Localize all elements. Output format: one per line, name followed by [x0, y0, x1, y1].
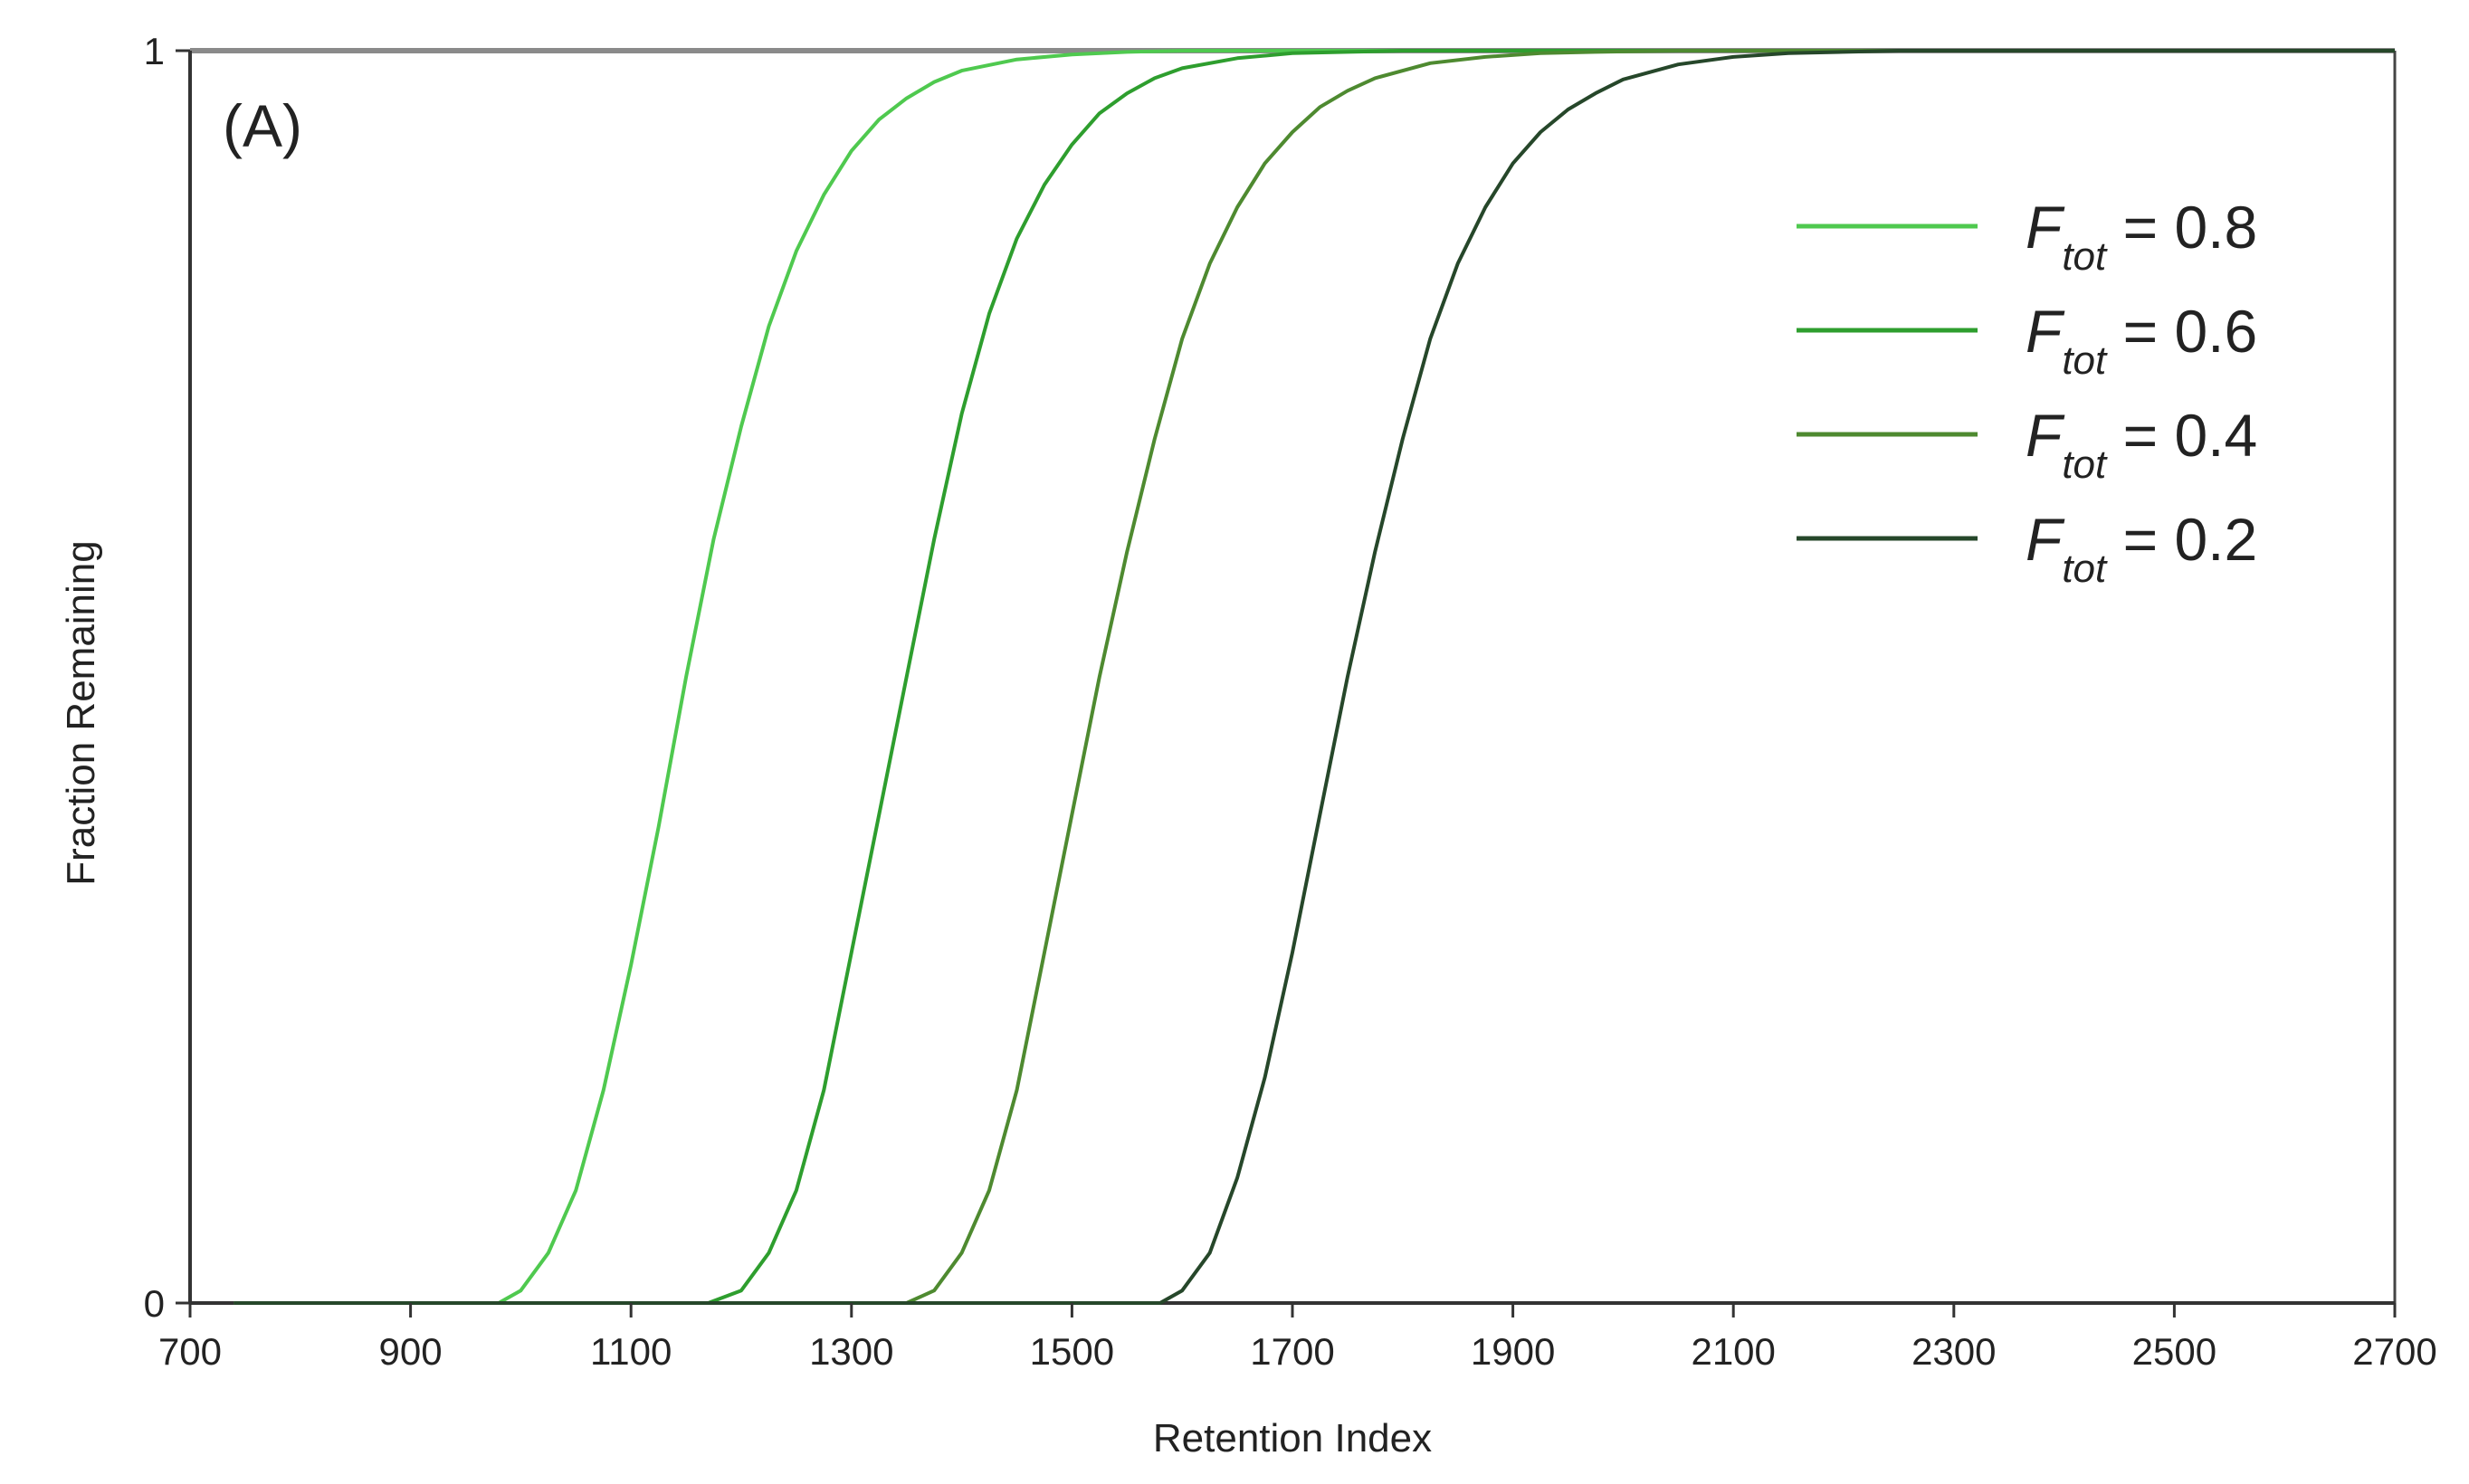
x-tick-label: 1900: [1471, 1330, 1555, 1373]
legend-entry-1: Ftot = 0.8: [2026, 194, 2257, 279]
x-tick-label: 1300: [809, 1330, 893, 1373]
x-tick-label: 2100: [1691, 1330, 1775, 1373]
series-line-4: [234, 49, 2395, 1305]
x-tick-label: 1500: [1030, 1330, 1114, 1373]
x-tick-label: 2700: [2352, 1330, 2436, 1373]
series-line-3: [234, 49, 2395, 1305]
legend-symbol: F: [2026, 298, 2065, 365]
legend-value: = 0.8: [2106, 194, 2257, 261]
x-tick-label: 1100: [590, 1330, 672, 1373]
y-axis-ticks: 01: [144, 30, 190, 1325]
legend-symbol: F: [2026, 402, 2065, 469]
legend-symbol: F: [2026, 506, 2065, 573]
x-tick-label: 900: [379, 1330, 443, 1373]
y-tick-label: 1: [144, 30, 165, 72]
legend-value: = 0.2: [2106, 506, 2257, 573]
legend-value: = 0.6: [2106, 298, 2257, 365]
legend-subscript: tot: [2062, 234, 2108, 279]
legend-subscript: tot: [2062, 338, 2108, 383]
legend-subscript: tot: [2062, 547, 2108, 591]
legend-entry-2: Ftot = 0.6: [2026, 298, 2257, 383]
x-tick-label: 700: [158, 1330, 222, 1373]
series-lines: [234, 49, 2395, 1305]
legend-entry-3: Ftot = 0.4: [2026, 402, 2257, 487]
x-axis-ticks: 700 900 1100 1300 1500 1700 1900 2100 2300 2500 27…: [158, 1303, 2437, 1373]
legend-entry-4: Ftot = 0.2: [2026, 506, 2257, 591]
x-tick-label: 2500: [2132, 1330, 2216, 1373]
series-line-2: [234, 49, 2395, 1305]
panel-label: (A): [223, 92, 302, 159]
series-line-1: [234, 49, 2395, 1305]
x-tick-label: 2300: [1911, 1330, 1996, 1373]
legend-value: = 0.4: [2106, 402, 2257, 469]
x-tick-label: 1700: [1250, 1330, 1334, 1373]
legend-symbol: F: [2026, 194, 2065, 261]
y-axis-title: Fraction Remaining: [59, 540, 103, 886]
legend-subscript: tot: [2062, 442, 2108, 487]
y-tick-label: 0: [144, 1282, 165, 1325]
x-axis-title: Retention Index: [1153, 1416, 1432, 1460]
